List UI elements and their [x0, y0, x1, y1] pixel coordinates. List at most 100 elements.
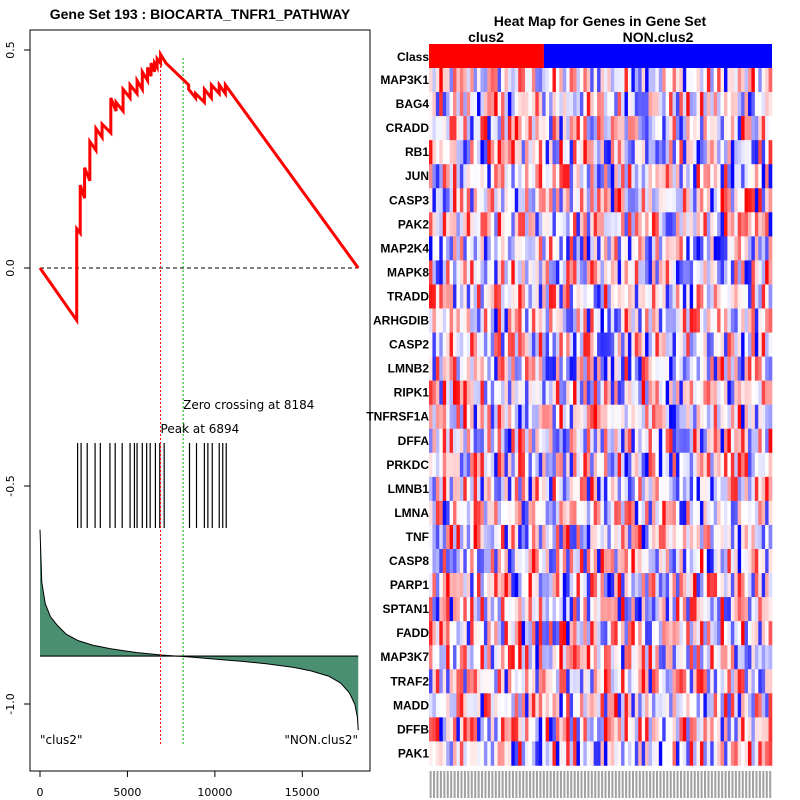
heatmap-cell	[576, 476, 581, 502]
heatmap-cell	[494, 717, 498, 742]
heatmap-cell	[432, 356, 437, 381]
heatmap-cell	[490, 260, 495, 285]
heatmap-cell	[675, 621, 680, 646]
heatmap-cell	[655, 116, 660, 141]
heatmap-cell	[559, 188, 564, 213]
heatmap-class-label-clus2: clus2	[468, 29, 504, 45]
heatmap-cell	[501, 308, 505, 333]
heatmap-cell	[501, 332, 505, 357]
heatmap-cell	[761, 212, 766, 237]
sample-column-label	[710, 771, 713, 798]
heatmap-cell	[466, 476, 471, 502]
heatmap-cell	[727, 236, 732, 261]
heatmap-cell	[693, 717, 697, 742]
heatmap-cell	[645, 212, 649, 237]
heatmap-cell	[638, 669, 642, 694]
heatmap-cell	[442, 573, 447, 598]
heatmap-cell	[576, 68, 581, 93]
heatmap-cell	[559, 524, 564, 550]
heatmap-cell	[686, 452, 690, 478]
heatmap-cell	[456, 188, 461, 213]
heatmap-cell	[703, 356, 708, 381]
heatmap-cell	[497, 693, 502, 718]
heatmap-cell	[734, 212, 738, 237]
heatmap-cell	[511, 476, 516, 502]
sample-column-label	[621, 771, 624, 798]
heatmap-cell	[761, 476, 766, 502]
heatmap-cell	[665, 621, 670, 646]
heatmap-cell	[720, 741, 725, 766]
heatmap-cell	[641, 284, 646, 309]
heatmap-cell	[703, 452, 708, 478]
heatmap-cell	[483, 717, 488, 742]
heatmap-cell	[535, 116, 540, 141]
heatmap-cell	[562, 140, 567, 165]
heatmap-cell	[525, 573, 529, 598]
sample-column-label	[686, 771, 689, 798]
heatmap-cell	[727, 92, 732, 117]
heatmap-cell	[549, 308, 553, 333]
heatmap-cell	[648, 524, 653, 550]
heatmap-cell	[651, 741, 656, 766]
heatmap-cell	[675, 356, 680, 381]
heatmap-cell	[514, 68, 519, 93]
heatmap-cell	[514, 356, 519, 381]
heatmap-cell	[603, 452, 608, 478]
heatmap-cell	[603, 500, 608, 526]
heatmap-cell	[603, 693, 608, 718]
heatmap-cell	[439, 573, 444, 598]
heatmap-cell	[744, 500, 749, 526]
heatmap-cell	[573, 524, 577, 550]
heatmap-cell	[638, 380, 642, 405]
heatmap-cell	[689, 741, 694, 766]
heatmap-cell	[696, 428, 701, 454]
heatmap-cell	[720, 404, 725, 430]
heatmap-cell	[603, 717, 608, 742]
heatmap-cell	[435, 597, 440, 622]
heatmap-cell	[648, 500, 653, 526]
heatmap-cell	[429, 621, 433, 646]
class-bar-clus2	[429, 44, 544, 68]
heatmap-cell	[744, 188, 749, 213]
heatmap-cell	[603, 621, 608, 646]
heatmap-cell	[449, 260, 454, 285]
heatmap-cell	[703, 549, 708, 574]
heatmap-cell	[542, 140, 546, 165]
heatmap-cell	[662, 332, 666, 357]
heatmap-cell	[600, 380, 605, 405]
heatmap-cell	[658, 669, 663, 694]
heatmap-cell	[549, 68, 553, 93]
heatmap-cell	[744, 260, 749, 285]
sample-column-label	[628, 771, 631, 798]
heatmap-cell	[453, 597, 457, 622]
heatmap-cell	[747, 452, 752, 478]
heatmap-cell	[600, 717, 605, 742]
heatmap-cell	[675, 236, 680, 261]
heatmap-cell	[487, 549, 492, 574]
heatmap-cell	[487, 404, 492, 430]
heatmap-cell	[610, 645, 615, 670]
heatmap-cell	[521, 573, 526, 598]
heatmap-cell	[439, 404, 444, 430]
heatmap-cell	[466, 573, 471, 598]
heatmap-cell	[627, 621, 632, 646]
heatmap-cell	[621, 717, 625, 742]
heatmap-cell	[682, 621, 687, 646]
heatmap-cell	[655, 404, 660, 430]
heatmap-cell	[449, 68, 454, 93]
heatmap-cell	[477, 308, 481, 333]
heatmap-cell	[682, 188, 687, 213]
heatmap-cell	[727, 476, 732, 502]
heatmap-cell	[648, 68, 653, 93]
sample-column-label	[769, 771, 772, 798]
heatmap-cell	[518, 476, 522, 502]
heatmap-cell	[552, 188, 557, 213]
heatmap-cell	[761, 260, 766, 285]
heatmap-cell	[456, 284, 461, 309]
heatmap-cell	[538, 404, 543, 430]
heatmap-cell	[456, 428, 461, 454]
heatmap-cell	[727, 669, 732, 694]
heatmap-cell	[559, 164, 564, 189]
heatmap-cell	[459, 741, 464, 766]
heatmap-cell	[435, 236, 440, 261]
